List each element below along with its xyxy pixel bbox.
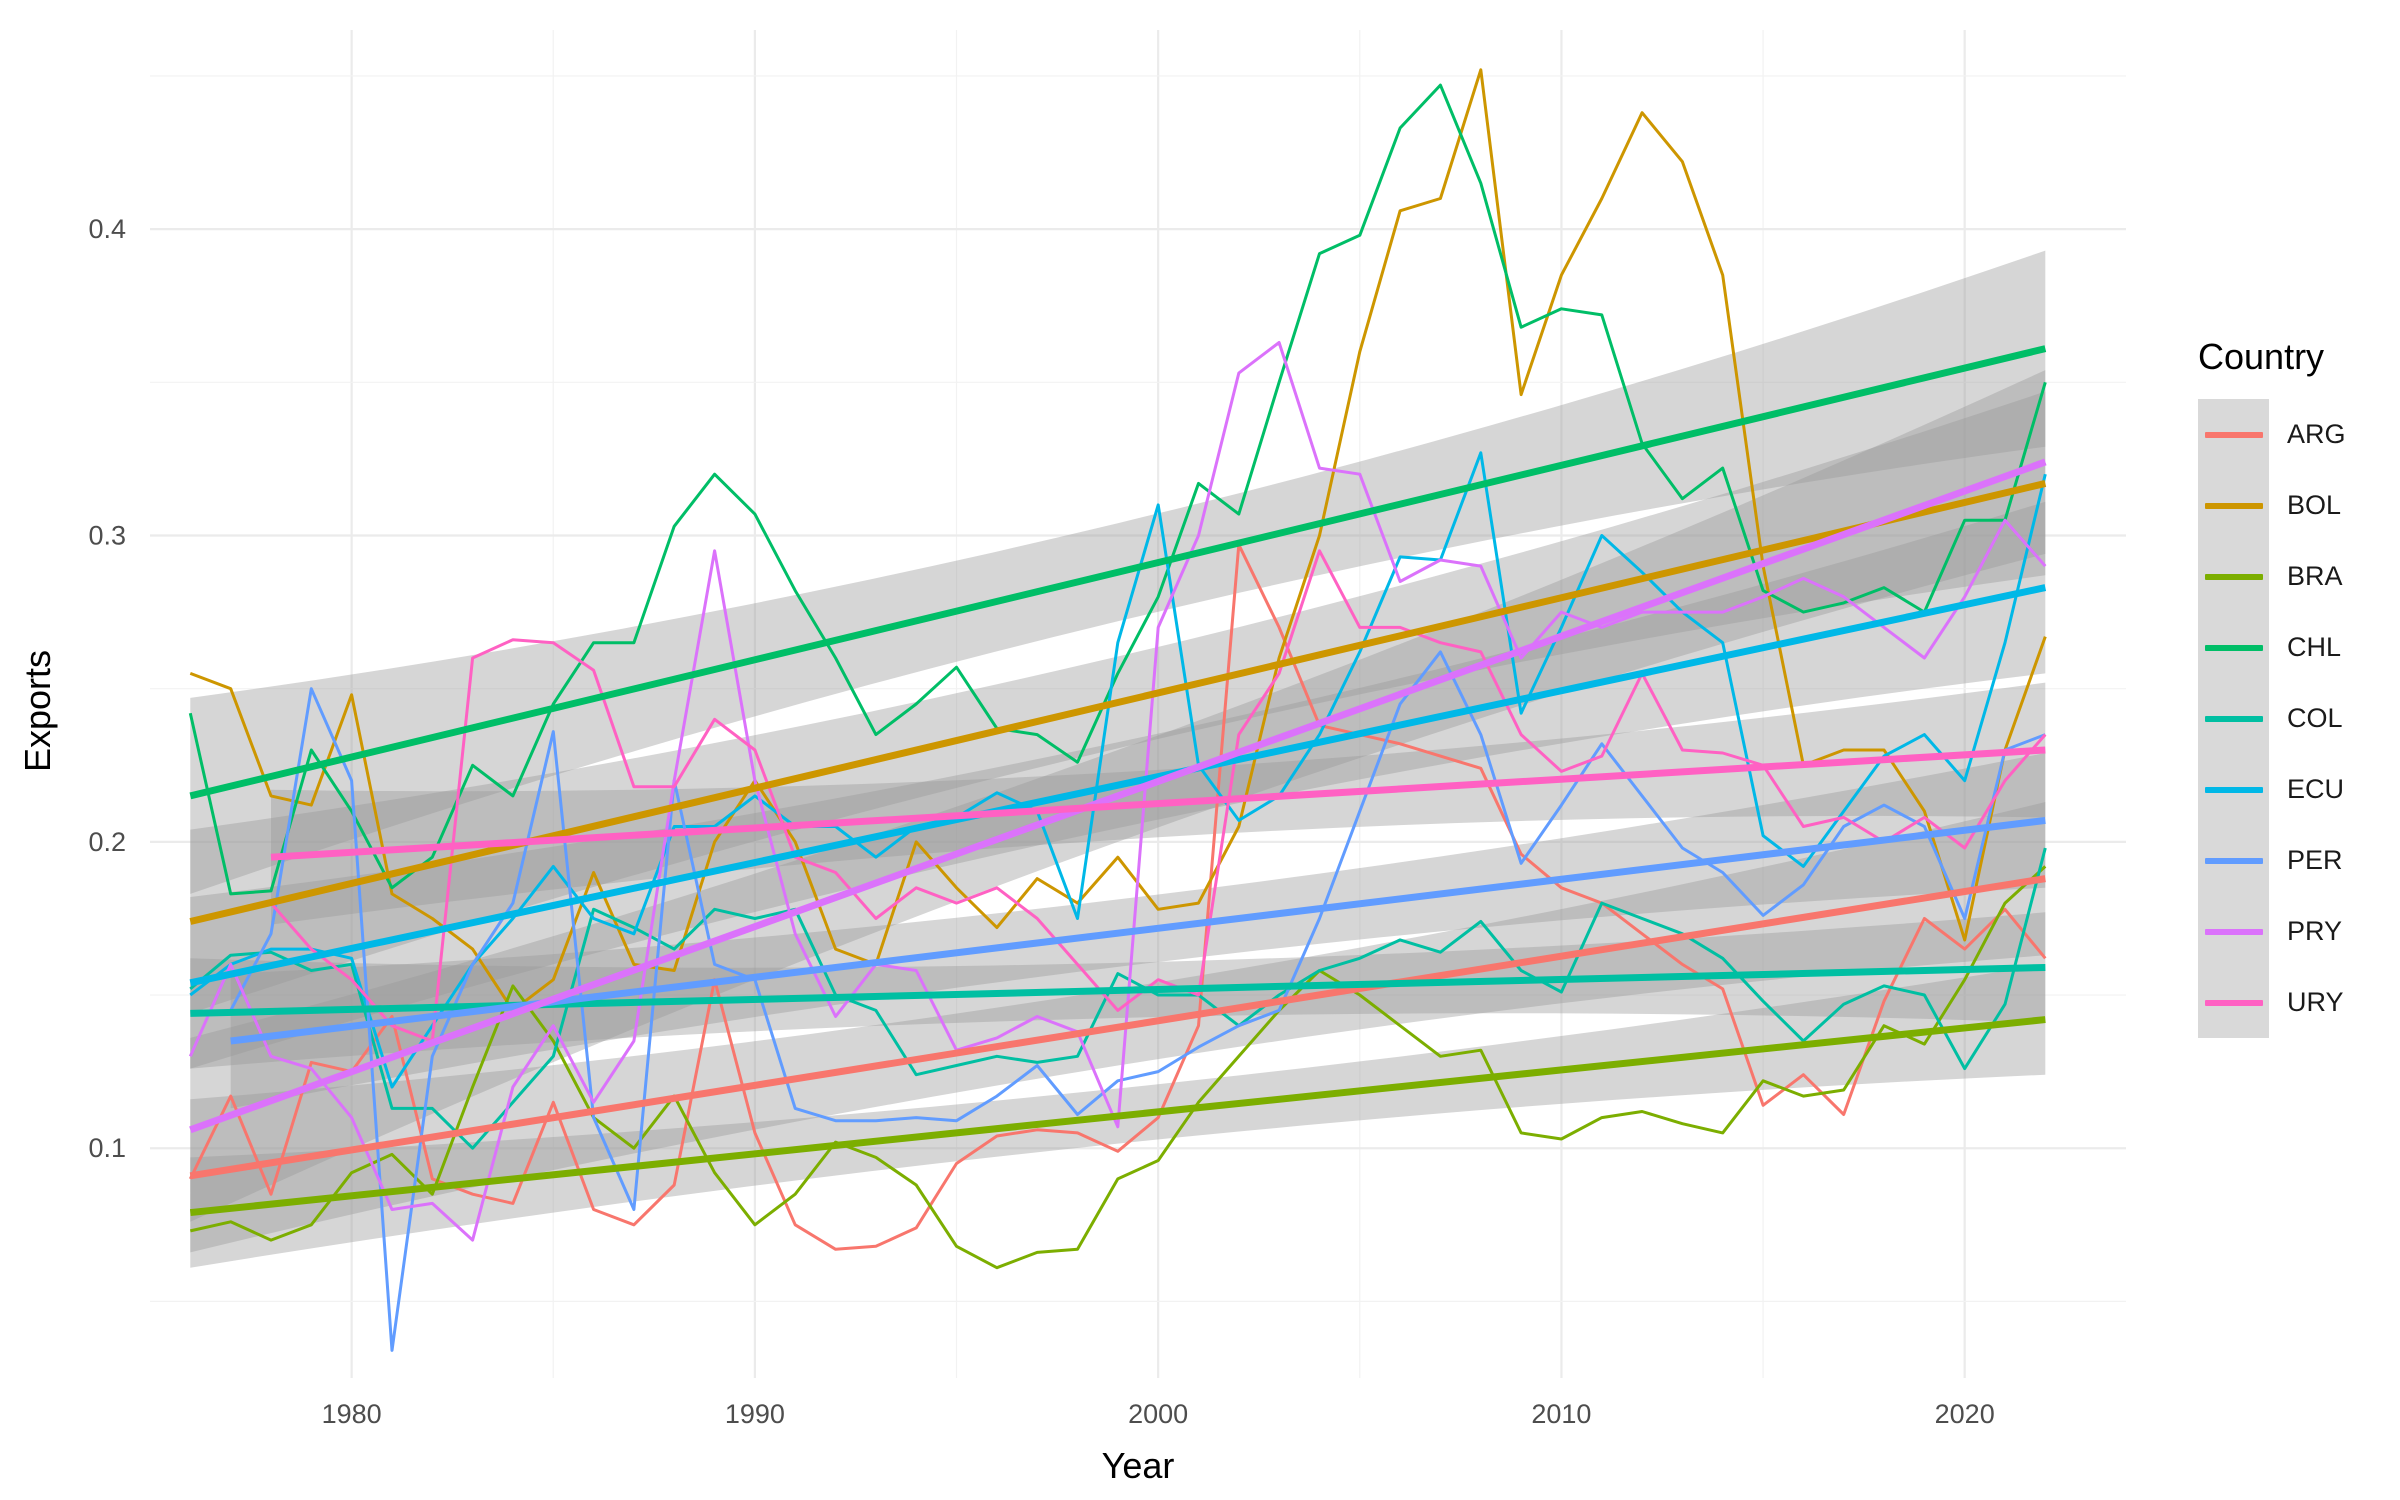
legend-swatch	[2204, 715, 2263, 722]
legend-swatch	[2204, 573, 2263, 580]
y-tick-label: 0.4	[88, 214, 126, 244]
legend-label: BRA	[2287, 561, 2343, 591]
legend-label: BOL	[2287, 490, 2342, 520]
legend-item-arg: ARG	[2198, 399, 2388, 470]
legend-item-per: PER	[2198, 825, 2388, 896]
legend-swatch	[2204, 502, 2263, 509]
series-line-pry	[188, 341, 2047, 1242]
y-axis-title: Exports	[17, 650, 58, 772]
legend-key	[2198, 683, 2269, 754]
trend-line-bol	[189, 480, 2047, 925]
series-line-bol	[189, 68, 2047, 1012]
grid-layer	[150, 30, 2126, 1378]
series-line-per	[229, 650, 2046, 1352]
legend-label: PER	[2287, 845, 2343, 875]
legend-key	[2198, 754, 2269, 825]
x-tick-label: 2010	[1531, 1399, 1591, 1429]
y-tick-label: 0.2	[88, 827, 126, 857]
legend-swatch	[2204, 786, 2263, 793]
x-axis-title: Year	[1102, 1445, 1175, 1486]
x-tick-label: 2000	[1128, 1399, 1188, 1429]
legend-swatch	[2204, 431, 2263, 438]
trend-lines	[189, 345, 2047, 1217]
legend-keys: ARG BOL BRA CHL COL ECU PER PRY URY	[2198, 399, 2388, 1038]
series-lines	[188, 68, 2047, 1352]
legend-item-ecu: ECU	[2198, 754, 2388, 825]
x-tick-label: 2020	[1935, 1399, 1995, 1429]
legend-key	[2198, 896, 2269, 967]
legend-label: ECU	[2287, 774, 2345, 804]
legend-title: Country	[2198, 336, 2325, 377]
legend-label: URY	[2287, 987, 2344, 1017]
y-tick-label: 0.1	[88, 1133, 126, 1163]
series-line-chl	[188, 83, 2047, 896]
legend-key	[2198, 470, 2269, 541]
legend-key	[2198, 825, 2269, 896]
legend-item-bol: BOL	[2198, 470, 2388, 541]
trend-line-ecu	[189, 584, 2047, 987]
series-line-ury	[269, 549, 2047, 1043]
legend-item-bra: BRA	[2198, 541, 2388, 612]
x-tick-label: 1990	[725, 1399, 785, 1429]
legend-swatch	[2204, 999, 2263, 1006]
trend-line-chl	[189, 345, 2047, 800]
trend-line-pry	[189, 458, 2047, 1134]
legend-item-col: COL	[2198, 683, 2388, 754]
series-line-ecu	[189, 451, 2047, 1089]
legend-swatch	[2204, 857, 2263, 864]
legend-key	[2198, 541, 2269, 612]
trend-line-ury	[270, 746, 2046, 861]
legend-label: ARG	[2287, 419, 2346, 449]
legend-item-chl: CHL	[2198, 612, 2388, 683]
legend-item-ury: URY	[2198, 967, 2388, 1038]
tick-labels: 1980 1990 2000 2010 2020 0.1 0.2 0.3 0.4	[88, 214, 1994, 1429]
y-tick-label: 0.3	[88, 521, 126, 551]
legend: Country ARG BOL BRA CHL COL ECU PER PRY URY	[2198, 335, 2388, 1038]
legend-key	[2198, 399, 2269, 470]
legend-swatch	[2204, 928, 2263, 935]
legend-key	[2198, 967, 2269, 1038]
legend-swatch	[2204, 644, 2263, 651]
x-tick-label: 1980	[322, 1399, 382, 1429]
trend-line-arg	[189, 875, 2046, 1180]
legend-label: COL	[2287, 703, 2343, 733]
series-line-arg	[188, 543, 2047, 1251]
legend-item-pry: PRY	[2198, 896, 2388, 967]
legend-label: PRY	[2287, 916, 2343, 946]
legend-key	[2198, 612, 2269, 683]
legend-label: CHL	[2287, 632, 2342, 662]
trend-line-bra	[189, 1016, 2046, 1217]
